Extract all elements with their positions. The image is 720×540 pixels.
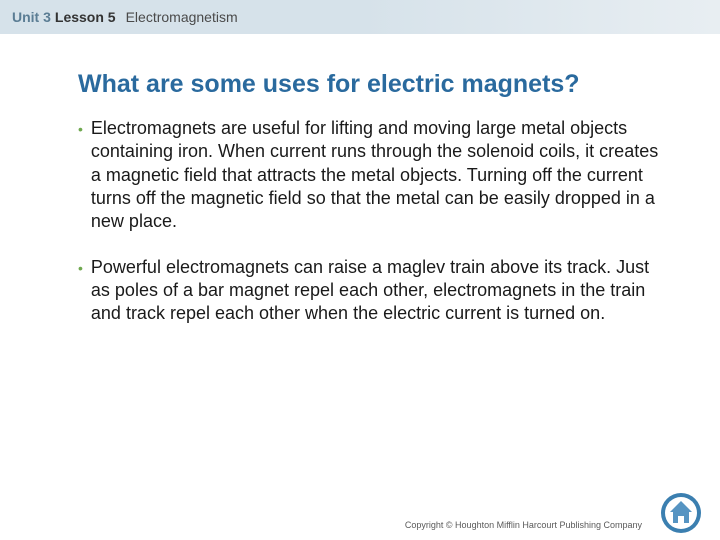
lesson-title: Electromagnetism — [126, 9, 238, 25]
bullet-icon: • — [78, 256, 83, 326]
bullet-icon: • — [78, 117, 83, 234]
list-item: • Powerful electromagnets can raise a ma… — [78, 256, 660, 326]
header-bar: Unit 3 Lesson 5 Electromagnetism — [0, 0, 720, 34]
page-heading: What are some uses for electric magnets? — [78, 70, 660, 99]
unit-label: Unit 3 — [12, 9, 51, 25]
content-area: What are some uses for electric magnets?… — [0, 34, 720, 326]
home-icon — [660, 492, 702, 534]
copyright-text: Copyright © Houghton Mifflin Harcourt Pu… — [405, 520, 642, 530]
bullet-text: Electromagnets are useful for lifting an… — [91, 117, 660, 234]
lesson-label: Lesson 5 — [55, 9, 116, 25]
bullet-text: Powerful electromagnets can raise a magl… — [91, 256, 660, 326]
home-button[interactable] — [660, 492, 702, 534]
list-item: • Electromagnets are useful for lifting … — [78, 117, 660, 234]
